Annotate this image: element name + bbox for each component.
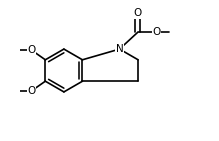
Text: O: O	[152, 27, 160, 38]
Text: N: N	[116, 44, 124, 54]
Text: O: O	[133, 8, 142, 18]
Text: O: O	[28, 45, 36, 55]
Text: O: O	[28, 86, 36, 96]
